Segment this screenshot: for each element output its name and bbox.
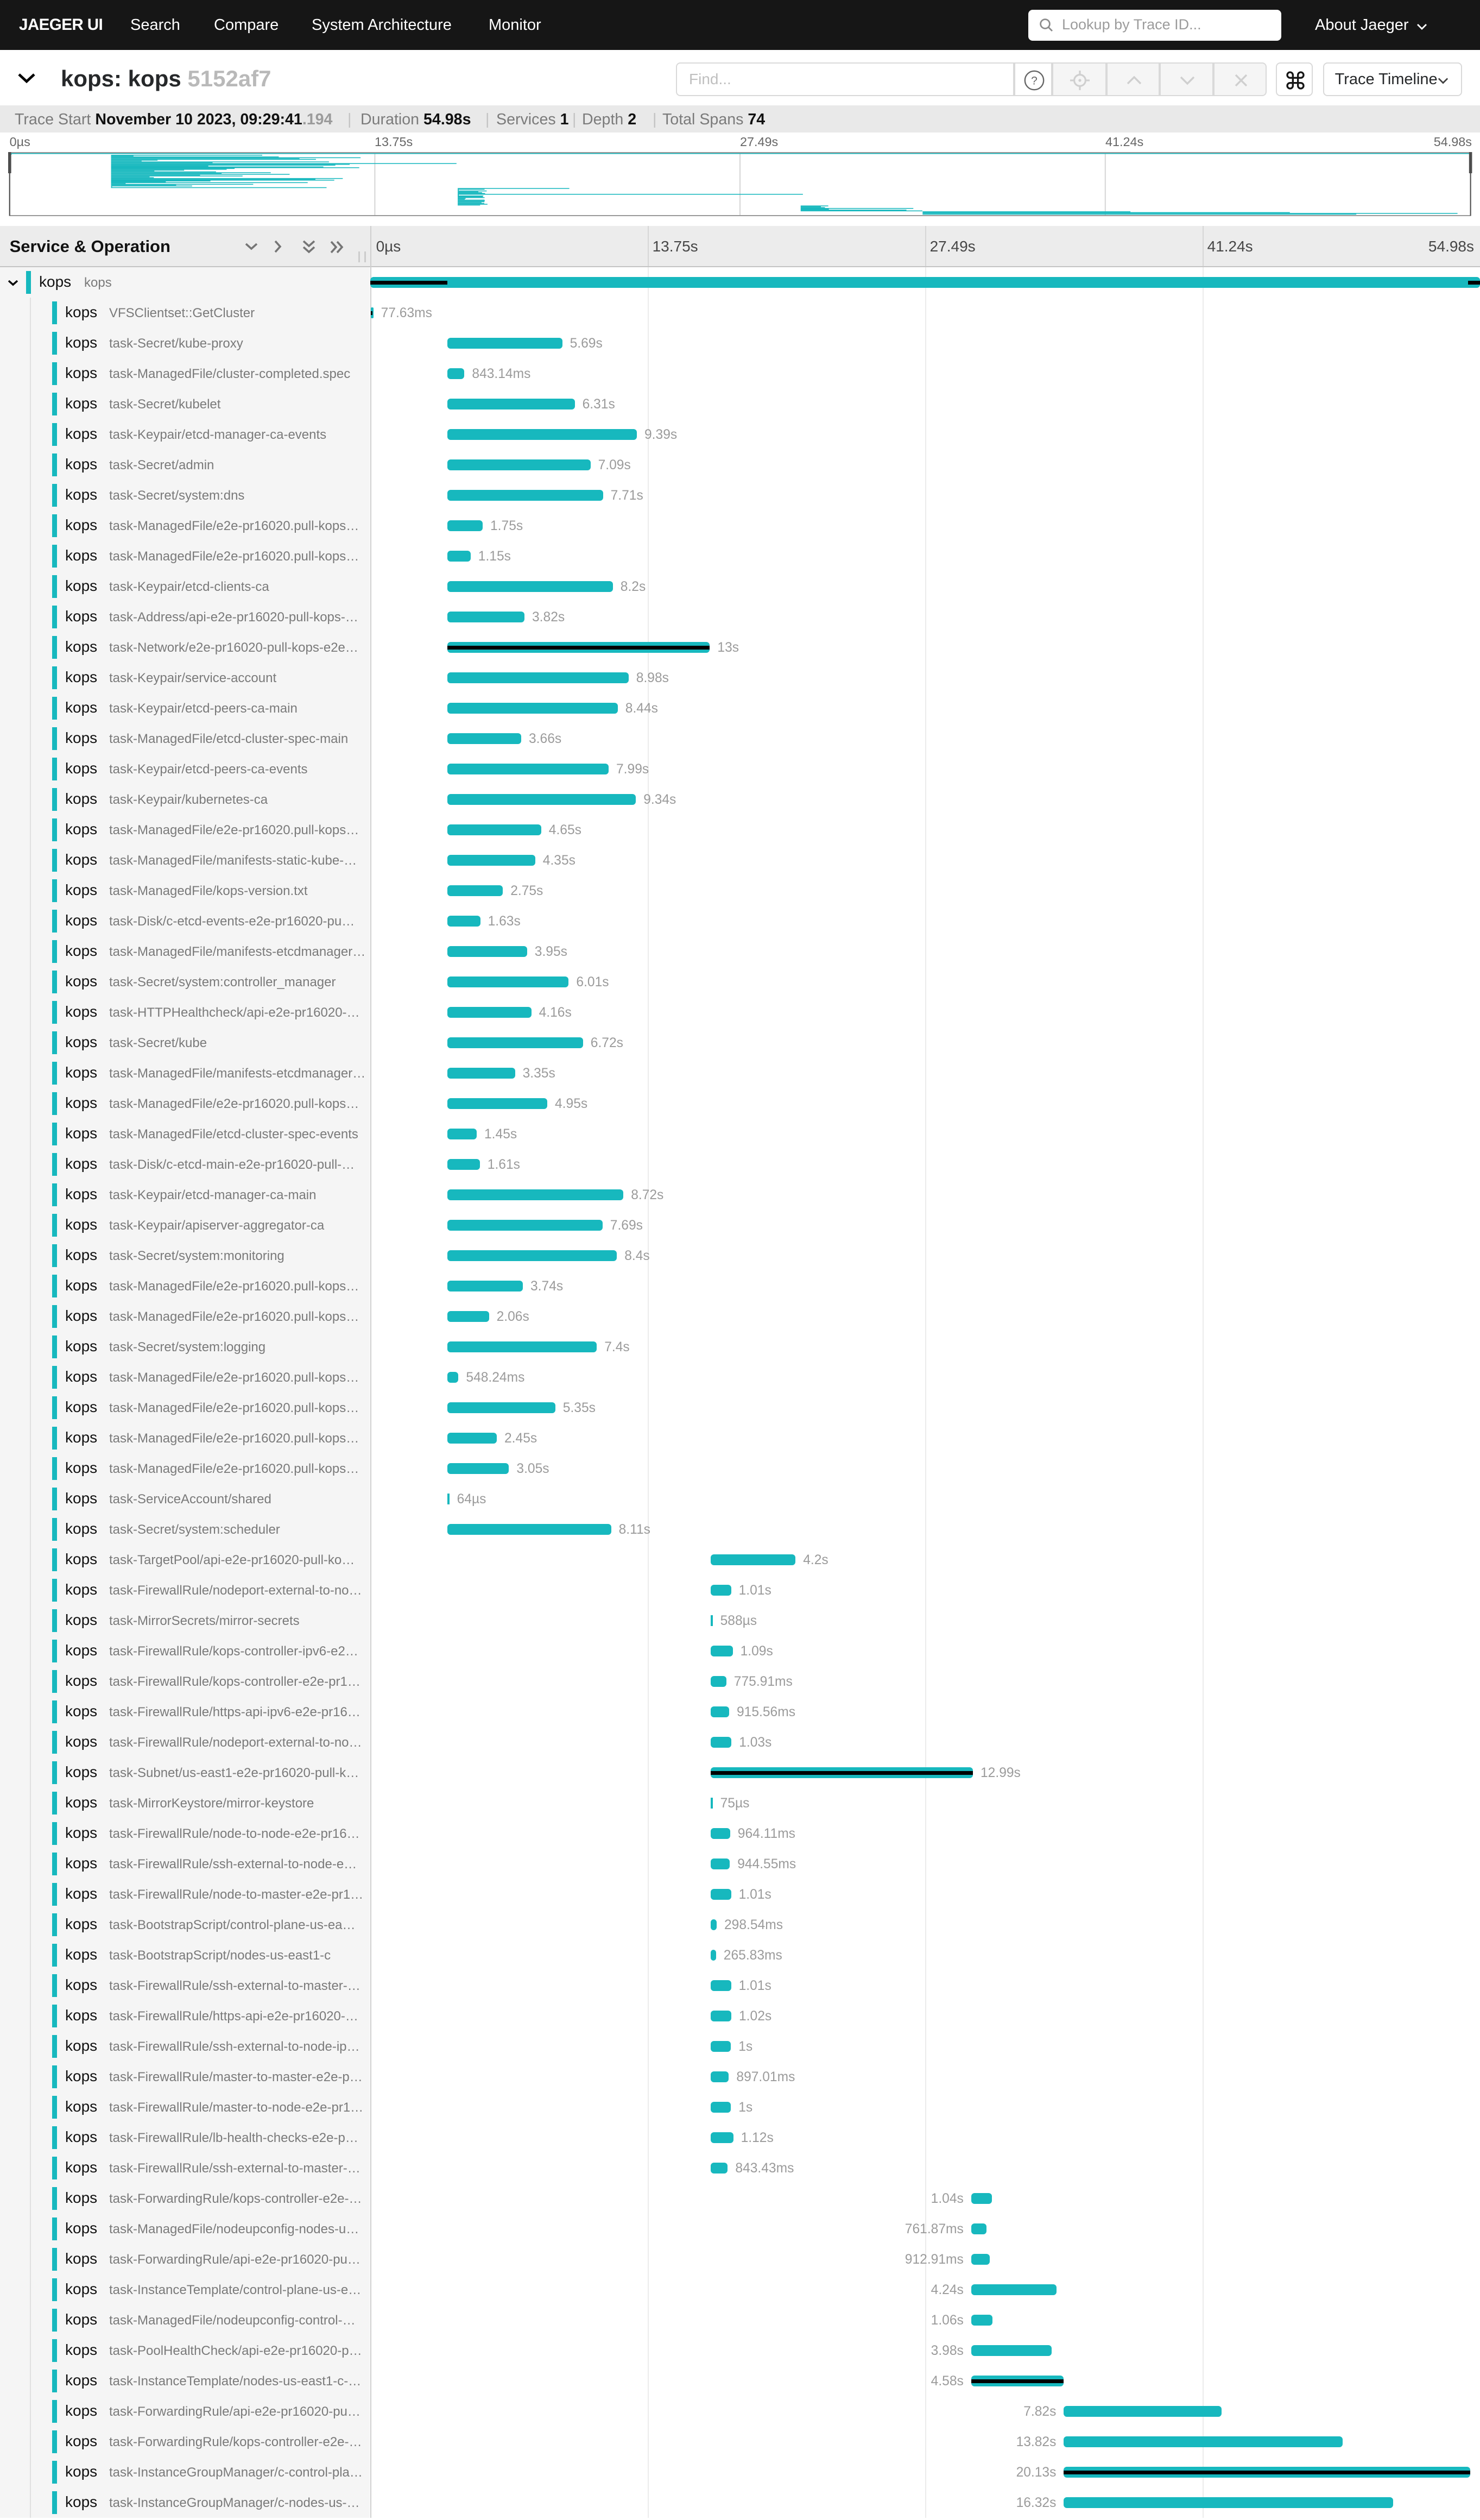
svg-text:?: ? [1031,74,1038,87]
